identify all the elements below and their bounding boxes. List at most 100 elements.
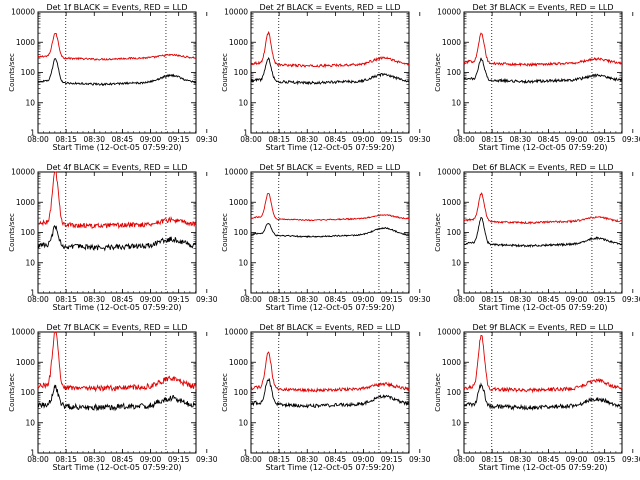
x-tick-label: 09:00	[353, 455, 375, 464]
x-tick-label: 08:00	[453, 455, 475, 464]
x-tick-label: 09:00	[140, 135, 162, 144]
panel-title: Det 4f BLACK = Events, RED = LLD	[46, 163, 187, 172]
y-tick-label: 100	[234, 68, 249, 77]
x-tick-label: 09:30	[622, 295, 640, 304]
x-tick-label: 08:15	[268, 455, 290, 464]
chart-panel-6: Det 6f BLACK = Events, RED = LLD 1 10 100 10…	[434, 163, 640, 312]
x-axis-label: Start Time (12-Oct-05 07:59:20)	[265, 463, 394, 472]
x-tick-label: 08:45	[538, 135, 560, 144]
y-tick-label: 1	[30, 449, 35, 458]
panel-title: Det 2f BLACK = Events, RED = LLD	[259, 3, 400, 12]
x-tick-label: 09:00	[140, 455, 162, 464]
x-tick-label: 08:15	[481, 455, 503, 464]
y-tick-label: 10	[25, 98, 35, 107]
x-tick-label: 09:30	[196, 455, 218, 464]
y-tick-label: 10000	[437, 8, 461, 17]
x-tick-label: 08:00	[240, 295, 262, 304]
y-tick-label: 1000	[16, 198, 35, 207]
y-tick-label: 1000	[16, 38, 35, 47]
x-tick-label: 09:00	[566, 455, 588, 464]
lld-series-line	[37, 331, 197, 393]
y-tick-label: 10000	[437, 328, 461, 337]
chart-panel-2: Det 2f BLACK = Events, RED = LLD 1 10 100 10…	[221, 3, 431, 152]
lld-series-line	[250, 351, 410, 393]
x-tick-label: 08:00	[240, 135, 262, 144]
y-axis-label: Counts/sec	[221, 373, 229, 412]
y-tick-label: 100	[447, 228, 462, 237]
y-tick-label: 10	[451, 258, 461, 267]
plot-frame	[250, 171, 410, 294]
y-tick-label: 1	[30, 129, 35, 138]
y-tick-label: 10	[25, 258, 35, 267]
x-tick-label: 09:30	[409, 295, 431, 304]
lld-series-line	[37, 32, 197, 61]
y-tick-label: 10	[238, 258, 248, 267]
plot-frame	[37, 331, 197, 454]
x-tick-label: 09:00	[566, 295, 588, 304]
y-tick-label: 100	[234, 388, 249, 397]
panel-title: Det 7f BLACK = Events, RED = LLD	[46, 323, 187, 332]
x-tick-label: 08:00	[453, 295, 475, 304]
y-tick-label: 1	[456, 289, 461, 298]
events-series-line	[463, 57, 623, 85]
y-axis-label: Counts/sec	[8, 213, 16, 252]
x-tick-label: 08:30	[296, 135, 318, 144]
x-axis-label: Start Time (12-Oct-05 07:59:20)	[478, 143, 607, 152]
panel-title: Det 6f BLACK = Events, RED = LLD	[472, 163, 613, 172]
y-tick-label: 10000	[11, 328, 35, 337]
y-tick-label: 100	[21, 68, 36, 77]
y-axis-label: Counts/sec	[8, 373, 16, 412]
x-tick-label: 08:30	[509, 455, 531, 464]
y-axis-label: Counts/sec	[434, 213, 442, 252]
plot-frame	[37, 11, 197, 134]
y-tick-label: 1	[243, 449, 248, 458]
x-axis-label: Start Time (12-Oct-05 07:59:20)	[52, 303, 181, 312]
x-tick-label: 09:00	[140, 295, 162, 304]
y-axis-label: Counts/sec	[8, 53, 16, 92]
panel-title: Det 8f BLACK = Events, RED = LLD	[259, 323, 400, 332]
events-series-line	[250, 222, 410, 239]
x-tick-label: 09:15	[168, 135, 190, 144]
events-series-line	[37, 384, 197, 412]
events-series-line	[463, 216, 623, 248]
x-tick-label: 08:30	[509, 135, 531, 144]
y-tick-label: 100	[21, 228, 36, 237]
lld-series-line	[463, 32, 623, 67]
x-tick-label: 08:30	[296, 295, 318, 304]
x-tick-label: 08:30	[83, 295, 105, 304]
events-series-line	[463, 382, 623, 411]
chart-panel-9: Det 9f BLACK = Events, RED = LLD 1 10 100 10…	[434, 323, 640, 472]
x-axis-label: Start Time (12-Oct-05 07:59:20)	[265, 303, 394, 312]
x-tick-label: 09:00	[566, 135, 588, 144]
y-axis-label: Counts/sec	[434, 373, 442, 412]
y-tick-label: 10000	[11, 168, 35, 177]
x-tick-label: 08:45	[325, 455, 347, 464]
x-axis-label: Start Time (12-Oct-05 07:59:20)	[52, 463, 181, 472]
x-tick-label: 08:45	[538, 455, 560, 464]
events-series-line	[250, 378, 410, 409]
y-tick-label: 1	[243, 129, 248, 138]
x-tick-label: 08:15	[481, 295, 503, 304]
y-tick-label: 100	[21, 388, 36, 397]
y-tick-label: 1000	[229, 198, 248, 207]
x-tick-label: 08:45	[112, 295, 134, 304]
y-tick-label: 1	[30, 289, 35, 298]
x-tick-label: 08:30	[296, 455, 318, 464]
y-tick-label: 1000	[442, 198, 461, 207]
y-tick-label: 100	[447, 388, 462, 397]
x-tick-label: 09:15	[168, 455, 190, 464]
y-tick-label: 10	[451, 98, 461, 107]
x-tick-label: 09:30	[196, 295, 218, 304]
y-tick-label: 10000	[437, 168, 461, 177]
events-series-line	[37, 224, 197, 252]
y-tick-label: 1	[243, 289, 248, 298]
y-axis-label: Counts/sec	[221, 213, 229, 252]
x-tick-label: 08:00	[453, 135, 475, 144]
y-axis-label: Counts/sec	[434, 53, 442, 92]
y-tick-label: 1000	[442, 38, 461, 47]
chart-panel-8: Det 8f BLACK = Events, RED = LLD 1 10 100 10…	[221, 323, 431, 472]
x-tick-label: 08:30	[83, 135, 105, 144]
x-tick-label: 09:15	[381, 135, 403, 144]
x-tick-label: 09:30	[409, 455, 431, 464]
x-tick-label: 09:15	[594, 135, 616, 144]
